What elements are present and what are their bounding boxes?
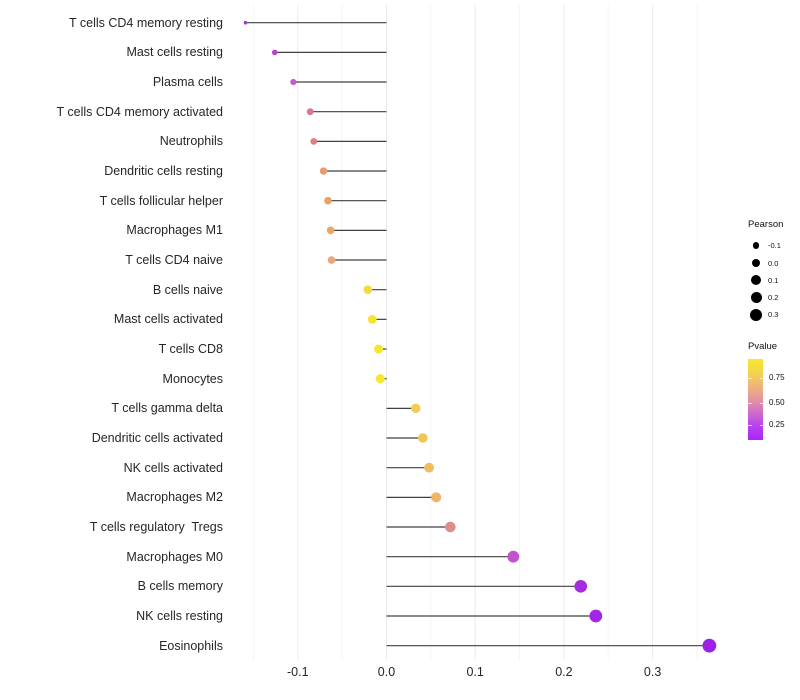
y-axis-label: B cells naive — [152, 282, 223, 297]
legend-dot-box — [745, 258, 767, 268]
y-axis-label: Dendritic cells activated — [91, 431, 223, 445]
colorbar-tick — [748, 377, 752, 379]
colorbar-label: 0.50 — [769, 397, 785, 407]
lollipop-dot — [243, 20, 248, 25]
y-axis-label: T cells CD4 naive — [125, 253, 223, 268]
legend-size-label: -0.1 — [768, 241, 781, 251]
legend-size-dot-icon — [751, 258, 761, 268]
legend-dot-box — [745, 308, 767, 321]
legend-pvalue-title: Pvalue — [748, 341, 778, 352]
y-axis-label: T cells CD8 — [158, 342, 223, 356]
y-axis-label: Mast cells resting — [126, 45, 223, 60]
y-axis-label: T cells follicular helper — [99, 193, 223, 208]
y-axis-label: Monocytes — [162, 371, 223, 386]
y-axis-label: Macrophages M2 — [126, 490, 223, 505]
legend-size-entry: 0.3 — [745, 307, 778, 323]
lollipop-dot — [411, 403, 421, 414]
colorbar-label: 0.25 — [769, 420, 785, 429]
legend-dot-box — [745, 275, 767, 286]
legend-size-entry: 0.2 — [745, 290, 778, 306]
colorbar-tick — [759, 377, 763, 379]
lollipop-dot — [326, 226, 335, 235]
legend-size-dot-icon — [751, 275, 761, 286]
lollipop-dot — [367, 314, 377, 324]
legend-dot-box — [745, 292, 767, 304]
colorbar-tick — [748, 402, 752, 404]
legend-size-entry: 0.0 — [745, 255, 778, 271]
lollipop-dot — [327, 256, 336, 264]
y-axis-label: T cells gamma delta — [111, 401, 223, 416]
legend-pearson-title: Pearson — [748, 219, 784, 230]
legend-size-dot-icon — [752, 242, 760, 249]
y-axis-label: Macrophages M0 — [126, 549, 223, 564]
lollipop-dot — [306, 108, 314, 116]
x-axis-tick-label: 0.2 — [555, 665, 573, 679]
y-axis-label: Plasma cells — [152, 75, 223, 90]
legend-size-dot-icon — [750, 308, 762, 321]
colorbar-tick — [759, 402, 763, 404]
lollipop-dot — [589, 609, 603, 623]
lollipop-dot — [324, 196, 332, 205]
y-axis-label: Macrophages M1 — [126, 223, 223, 238]
lollipop-dot — [374, 344, 384, 354]
lollipop-dot — [418, 433, 428, 443]
x-axis-tick-label: 0.1 — [466, 665, 484, 679]
y-axis-label: T cells CD4 memory resting — [69, 15, 223, 30]
lollipop-dot — [574, 580, 588, 593]
lollipop-dot — [363, 285, 373, 294]
lollipop-dot — [319, 167, 328, 175]
y-axis-label: NK cells activated — [123, 460, 223, 475]
lollipop-dot — [424, 462, 434, 473]
legend-size-label: 0.0 — [768, 258, 779, 268]
lollipop-dot — [271, 49, 278, 56]
legend-size-entry: -0.1 — [745, 238, 781, 254]
y-axis-label: Eosinophils — [159, 638, 223, 653]
y-axis-label: B cells memory — [137, 579, 223, 594]
y-axis-label: Mast cells activated — [113, 312, 223, 327]
y-axis-label: T cells regulatory Tregs — [89, 520, 223, 534]
legend-size-dot-icon — [750, 292, 762, 304]
pvalue-gradient-bar — [748, 359, 763, 440]
lollipop-dot — [290, 78, 297, 86]
legend-size-entry: 0.1 — [745, 272, 778, 288]
x-axis-tick-label: -0.1 — [287, 665, 309, 679]
lollipop-dot — [702, 638, 717, 653]
colorbar-label: 0.75 — [769, 372, 785, 382]
legend-size-label: 0.1 — [768, 275, 779, 285]
colorbar-tick — [759, 425, 763, 426]
x-axis-tick-label: 0.3 — [643, 665, 662, 679]
legend-size-label: 0.2 — [768, 293, 779, 303]
lollipop-dot — [310, 137, 318, 145]
y-axis-label: Neutrophils — [159, 134, 223, 149]
legend-size-label: 0.3 — [768, 310, 779, 320]
legend-dot-box — [745, 242, 767, 249]
lollipop-dot — [431, 492, 442, 503]
y-axis-label: Dendritic cells resting — [104, 164, 223, 179]
y-axis-label: T cells CD4 memory activated — [56, 104, 224, 119]
lollipop-dot — [507, 550, 520, 563]
colorbar-tick — [748, 425, 752, 426]
x-axis-tick-label: 0.0 — [377, 665, 396, 679]
lollipop-dot — [375, 374, 385, 384]
lollipop-dot — [445, 521, 456, 533]
y-axis-label: NK cells resting — [136, 609, 223, 623]
